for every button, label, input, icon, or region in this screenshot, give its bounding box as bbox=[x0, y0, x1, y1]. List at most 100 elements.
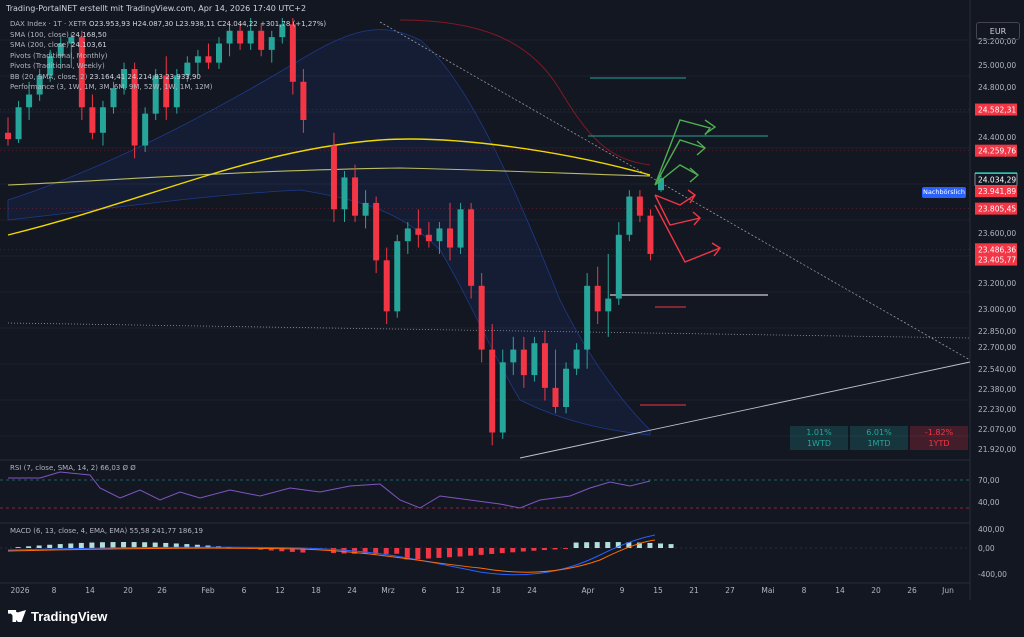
tradingview-logo[interactable]: TradingView bbox=[8, 609, 107, 624]
candle-body bbox=[5, 132, 11, 140]
time-axis-label: 12 bbox=[455, 586, 465, 595]
performance-cell: -1.82% 1YTD bbox=[910, 426, 968, 450]
legend-line: SMA (200, close) 24.103,61 bbox=[10, 41, 107, 49]
macd-axis-label: -400,00 bbox=[978, 570, 1007, 579]
macd-histogram-bar bbox=[373, 548, 379, 554]
macd-histogram-bar bbox=[541, 548, 547, 551]
macd-histogram-bar bbox=[404, 548, 410, 560]
price-axis-label: 21.920,00 bbox=[978, 445, 1016, 454]
price-axis-label: 25.200,00 bbox=[978, 37, 1016, 46]
price-badge-label: 24.259,76 bbox=[978, 147, 1016, 156]
price-badge bbox=[975, 202, 1017, 215]
macd-signal-line bbox=[7, 539, 656, 573]
macd-histogram-bar bbox=[362, 548, 368, 554]
candle-body bbox=[142, 113, 149, 146]
price-axis-label: 22.850,00 bbox=[978, 327, 1016, 336]
candle-body bbox=[457, 209, 464, 248]
legend-line: Pivots (Traditional, Monthly) bbox=[10, 52, 107, 60]
price-axis-label: 22.380,00 bbox=[978, 385, 1016, 394]
macd-histogram-bar bbox=[99, 542, 105, 548]
projection-arrow bbox=[711, 242, 722, 257]
rsi-axis-label: 70,00 bbox=[978, 476, 1000, 485]
legend-value: 24.168,50 bbox=[71, 30, 107, 39]
macd-histogram-bar bbox=[499, 548, 505, 554]
macd-histogram-bar bbox=[436, 548, 442, 558]
candle-body bbox=[121, 69, 128, 89]
time-axis-label: 12 bbox=[275, 586, 285, 595]
performance-value: 1.01% bbox=[806, 428, 832, 437]
candle-body bbox=[237, 30, 244, 44]
candle-body bbox=[531, 343, 538, 376]
legend-line: Performance (3, 1W, 1M, 3M, 6M, 9M, 52W,… bbox=[10, 83, 213, 91]
candle-body bbox=[594, 285, 601, 312]
candle-body bbox=[647, 215, 654, 254]
candle-body bbox=[510, 349, 517, 363]
candle-body bbox=[489, 349, 496, 433]
candle-body bbox=[268, 37, 275, 50]
legend-label: Pivots (Traditional, Weekly) bbox=[10, 62, 105, 70]
rsi-line bbox=[8, 471, 651, 509]
candle-body bbox=[68, 37, 75, 44]
legend-label: Performance (3, 1W, 1M, 3M, 6M, 9M, 52W,… bbox=[10, 83, 213, 91]
time-axis-label: 9 bbox=[620, 586, 625, 595]
macd-histogram-bar bbox=[121, 542, 127, 548]
macd-axis-label: 400,00 bbox=[978, 525, 1004, 534]
time-axis-label: 26 bbox=[907, 586, 917, 595]
macd-histogram-bar bbox=[447, 548, 452, 558]
candle-body bbox=[563, 368, 570, 407]
candle-body bbox=[373, 202, 380, 261]
projection-arrow bbox=[654, 164, 699, 186]
candle-body bbox=[341, 177, 348, 210]
candle-body bbox=[279, 24, 286, 38]
macd-histogram-bar bbox=[573, 542, 579, 548]
macd-histogram-bar bbox=[110, 542, 116, 548]
candle-body bbox=[194, 56, 201, 63]
trendline-upper bbox=[379, 21, 971, 361]
bb-upper-line bbox=[399, 19, 651, 166]
price-badge-label: 23.405,77 bbox=[978, 256, 1016, 265]
candle-body bbox=[258, 30, 265, 50]
candle-body bbox=[626, 196, 633, 235]
macd-histogram-bar bbox=[36, 545, 42, 548]
time-axis-label: 18 bbox=[311, 586, 321, 595]
projection-arrow bbox=[696, 140, 707, 156]
performance-value: 6.01% bbox=[866, 428, 892, 437]
performance-value: -1.82% bbox=[924, 428, 954, 437]
macd-histogram-bar bbox=[131, 542, 137, 548]
time-axis-label: 14 bbox=[85, 586, 95, 595]
time-axis-label: 26 bbox=[157, 586, 167, 595]
candle-body bbox=[99, 107, 106, 133]
candle-body bbox=[47, 56, 54, 76]
macd-histogram-bar bbox=[47, 544, 53, 548]
macd-histogram-bar bbox=[626, 542, 632, 548]
time-axis-label: 6 bbox=[242, 586, 247, 595]
price-axis-label: 22.540,00 bbox=[978, 365, 1016, 374]
time-axis-label: 27 bbox=[725, 586, 735, 595]
macd-histogram-bar bbox=[594, 542, 600, 548]
candle-body bbox=[478, 285, 485, 350]
candle-body bbox=[131, 69, 138, 146]
legend-line: SMA (100, close) 24.168,50 bbox=[10, 31, 107, 39]
time-axis-label: Jun bbox=[941, 586, 954, 595]
macd-histogram-bar bbox=[457, 548, 463, 557]
candle-body bbox=[362, 202, 369, 216]
candle-body bbox=[163, 75, 170, 108]
legend-value: O23.953,93 H24.087,30 L23.938,11 C24.044… bbox=[89, 20, 327, 28]
sma-100-line bbox=[7, 167, 651, 186]
candle-body bbox=[110, 88, 117, 108]
legend-line: BB (20, SMA, close, 2) 23.164,41 24.214,… bbox=[10, 73, 201, 81]
macd-histogram-bar bbox=[194, 544, 200, 548]
tradingview-icon bbox=[8, 610, 26, 622]
macd-histogram-bar bbox=[478, 548, 484, 555]
currency-selector[interactable]: EUR bbox=[976, 22, 1020, 40]
candle-body bbox=[383, 260, 390, 312]
candle-body bbox=[468, 209, 475, 286]
price-badge-label: 23.486,36 bbox=[978, 245, 1016, 254]
candle-body bbox=[584, 285, 591, 350]
price-badge bbox=[975, 103, 1017, 116]
candle-body bbox=[436, 228, 443, 242]
candle-body bbox=[247, 30, 254, 44]
macd-histogram-bar bbox=[142, 542, 148, 548]
candle-body bbox=[289, 24, 296, 82]
